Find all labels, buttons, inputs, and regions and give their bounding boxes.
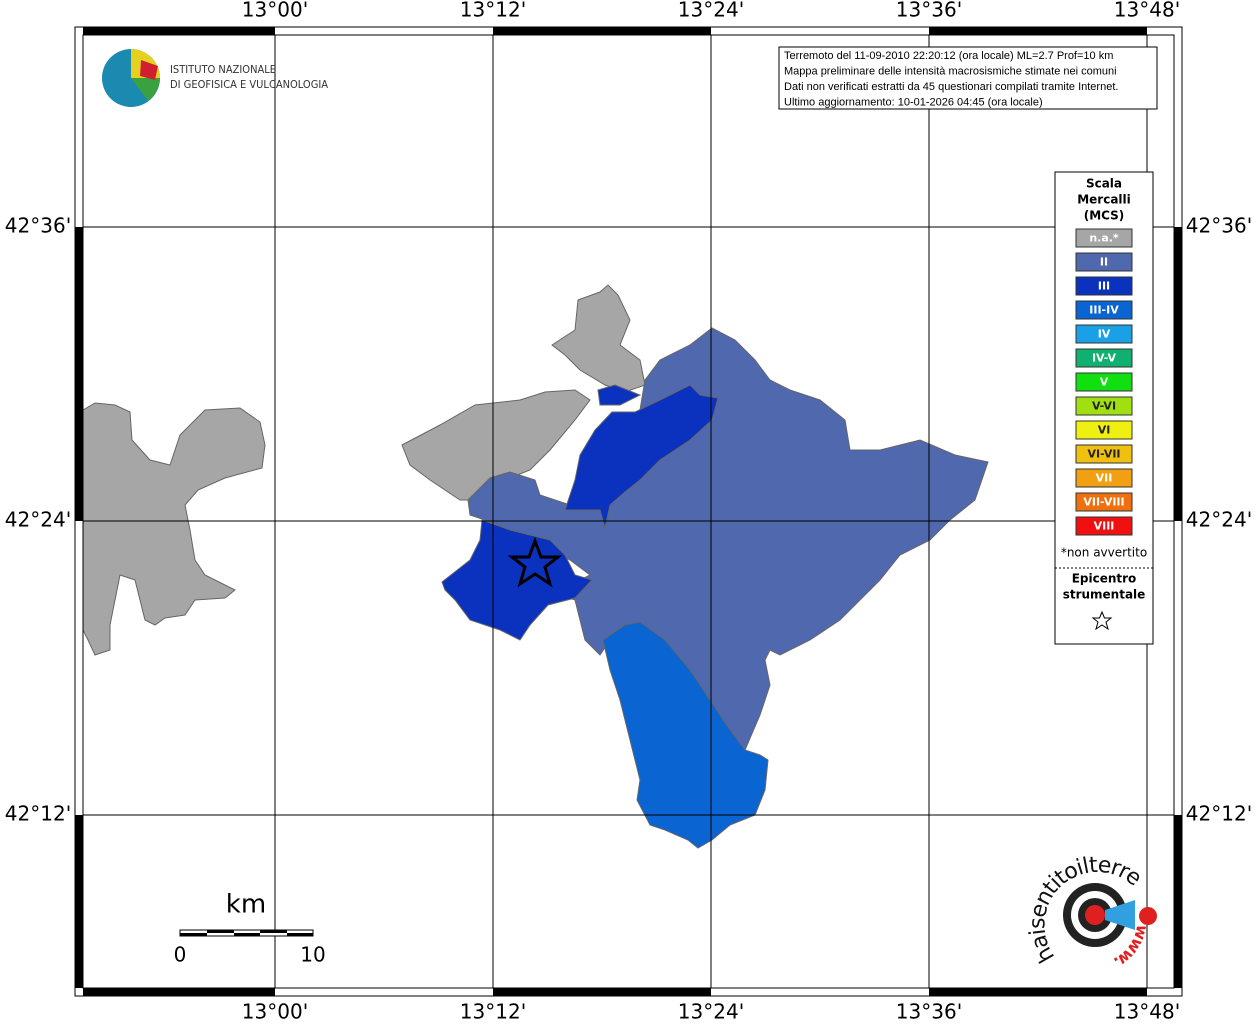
- scale-bar-segment: [180, 933, 207, 936]
- legend-swatch: [1075, 252, 1133, 272]
- region: [597, 384, 642, 406]
- lon-tick-label: 13°36': [896, 0, 962, 22]
- legend-label: VIII: [1094, 520, 1115, 533]
- legend-label: V: [1100, 376, 1109, 389]
- legend-title: (MCS): [1084, 209, 1125, 223]
- legend-title: Scala: [1086, 177, 1122, 191]
- badge-beam: [1105, 900, 1135, 930]
- lon-tick-label: 13°24': [678, 1000, 744, 1024]
- legend-swatch: [1075, 420, 1133, 440]
- frame-bar: [929, 27, 1147, 35]
- legend-swatch: [1075, 228, 1133, 248]
- legend-label: V-VI: [1092, 400, 1116, 413]
- info-line: Mappa preliminare delle intensità macros…: [784, 65, 1117, 77]
- scale-tick: 10: [300, 943, 325, 967]
- info-line: Ultimo aggiornamento: 10-01-2026 04:45 (…: [784, 96, 1043, 108]
- frame: 13°00' 13°00' 13°12' 13°12' 13°24' 13°24' 13°3…: [5, 0, 1252, 1024]
- legend-swatch: [1075, 492, 1133, 512]
- legend-swatch: [1075, 516, 1133, 536]
- frame-bar: [493, 988, 711, 996]
- lon-tick-label: 13°36': [896, 1000, 962, 1024]
- logo-text: DI GEOFISICA E VULCANOLOGIA: [170, 78, 328, 91]
- logo-text: ISTITUTO NAZIONALE: [170, 63, 276, 76]
- frame-bar: [929, 988, 1147, 996]
- badge-core: [1085, 905, 1105, 925]
- legend-epicenter: strumentale: [1063, 588, 1146, 602]
- scale-bar-segment: [287, 933, 313, 936]
- legend-label: VI: [1098, 424, 1111, 437]
- lon-tick-label: 13°00': [242, 1000, 308, 1024]
- lon-tick-label: 13°12': [460, 0, 526, 22]
- frame-bar: [493, 27, 711, 35]
- legend-label: VI-VII: [1087, 448, 1120, 461]
- legend-swatch: [1075, 396, 1133, 416]
- lon-tick-label: 13°00': [242, 0, 308, 22]
- lat-tick-label: 42°36': [5, 214, 71, 238]
- scale-bar-segment: [207, 930, 234, 933]
- region: [441, 519, 593, 641]
- legend-swatch: [1075, 300, 1133, 320]
- legend-note: *non avvertito: [1061, 546, 1147, 560]
- frame-bar: [1174, 815, 1182, 988]
- frame-bar: [75, 815, 83, 988]
- legend-swatch: [1075, 348, 1133, 368]
- region: [551, 284, 646, 393]
- scale-bar: km 0 10: [174, 890, 326, 967]
- legend-label: VII: [1096, 472, 1113, 485]
- lat-tick-label: 42°12': [1186, 802, 1252, 826]
- frame-bar: [75, 227, 83, 521]
- legend-star: [1091, 610, 1113, 631]
- scale-unit: km: [226, 890, 266, 920]
- frame-bar: [83, 988, 275, 996]
- epicenter-star: [507, 536, 563, 588]
- region: [467, 327, 989, 751]
- legend-title: Mercalli: [1077, 193, 1131, 207]
- info-box: [778, 46, 1158, 110]
- legend-label: II: [1100, 256, 1108, 269]
- logo-segment: [131, 78, 160, 101]
- legend-swatch: [1075, 276, 1133, 296]
- info-lines: Terremoto del 11-09-2010 22:20:12 (ora l…: [784, 50, 1118, 109]
- legend-swatch: [1075, 324, 1133, 344]
- frame-bar: [83, 27, 275, 35]
- logo-segment: [140, 60, 158, 80]
- legend-label: IV-V: [1092, 352, 1117, 365]
- lon-tick-label: 13°48': [1114, 0, 1180, 22]
- legend-swatch: [1075, 444, 1133, 464]
- info-line: Dati non verificati estratti da 45 quest…: [784, 81, 1118, 93]
- regions: [82, 284, 989, 849]
- region: [602, 621, 769, 849]
- lon-tick-label: 13°12': [460, 1000, 526, 1024]
- legend-label: VII-VIII: [1083, 496, 1124, 509]
- legend-label: IV: [1098, 328, 1111, 341]
- lat-tick-label: 42°12': [5, 802, 71, 826]
- badge-dot: [1139, 907, 1157, 925]
- legend-swatch: [1075, 372, 1133, 392]
- lon-tick-label: 13°48': [1114, 1000, 1180, 1024]
- legend-label: n.a.*: [1089, 232, 1119, 245]
- scale-bar-segment: [260, 930, 287, 933]
- ingv-logo: ISTITUTO NAZIONALE DI GEOFISICA E VULCAN…: [102, 49, 328, 107]
- legend: ScalaMercalli(MCS)n.a.*IIIIIIII-IVIVIV-V…: [1055, 177, 1153, 631]
- scale-tick: 0: [174, 943, 187, 967]
- scale-bar-segment: [234, 933, 260, 936]
- lat-tick-label: 42°24': [1186, 508, 1252, 532]
- legend-swatch: [1075, 468, 1133, 488]
- lat-tick-label: 42°36': [1186, 214, 1252, 238]
- lon-tick-label: 13°24': [678, 0, 744, 22]
- lat-tick-label: 42°24': [5, 508, 71, 532]
- region: [564, 384, 719, 529]
- legend-label: III-IV: [1089, 304, 1119, 317]
- region: [82, 402, 266, 656]
- legend-epicenter: Epicentro: [1072, 572, 1137, 586]
- info-line: Terremoto del 11-09-2010 22:20:12 (ora l…: [784, 50, 1113, 62]
- legend-label: III: [1098, 280, 1110, 293]
- region: [401, 389, 591, 501]
- frame-bar: [1174, 227, 1182, 521]
